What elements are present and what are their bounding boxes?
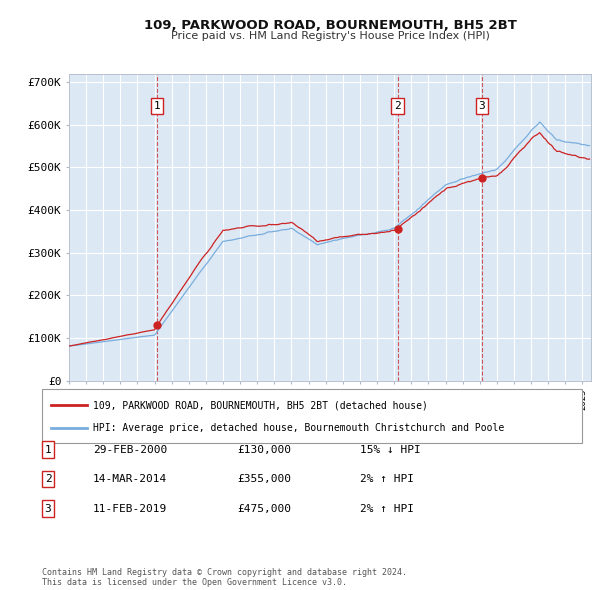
Text: Contains HM Land Registry data © Crown copyright and database right 2024.
This d: Contains HM Land Registry data © Crown c…	[42, 568, 407, 587]
Text: 2: 2	[394, 101, 401, 111]
Text: 14-MAR-2014: 14-MAR-2014	[93, 474, 167, 484]
Text: 109, PARKWOOD ROAD, BOURNEMOUTH, BH5 2BT (detached house): 109, PARKWOOD ROAD, BOURNEMOUTH, BH5 2BT…	[93, 401, 428, 410]
Text: 15% ↓ HPI: 15% ↓ HPI	[360, 445, 421, 454]
Text: 3: 3	[44, 504, 52, 513]
Text: £355,000: £355,000	[237, 474, 291, 484]
Text: HPI: Average price, detached house, Bournemouth Christchurch and Poole: HPI: Average price, detached house, Bour…	[93, 422, 504, 432]
Text: £130,000: £130,000	[237, 445, 291, 454]
Text: 2: 2	[44, 474, 52, 484]
Text: 3: 3	[478, 101, 485, 111]
Text: 1: 1	[44, 445, 52, 454]
Text: 29-FEB-2000: 29-FEB-2000	[93, 445, 167, 454]
Text: 1: 1	[154, 101, 161, 111]
Text: Price paid vs. HM Land Registry's House Price Index (HPI): Price paid vs. HM Land Registry's House …	[170, 31, 490, 41]
Text: 11-FEB-2019: 11-FEB-2019	[93, 504, 167, 513]
Text: £475,000: £475,000	[237, 504, 291, 513]
Text: 2% ↑ HPI: 2% ↑ HPI	[360, 504, 414, 513]
Text: 2% ↑ HPI: 2% ↑ HPI	[360, 474, 414, 484]
Text: 109, PARKWOOD ROAD, BOURNEMOUTH, BH5 2BT: 109, PARKWOOD ROAD, BOURNEMOUTH, BH5 2BT	[143, 19, 517, 32]
